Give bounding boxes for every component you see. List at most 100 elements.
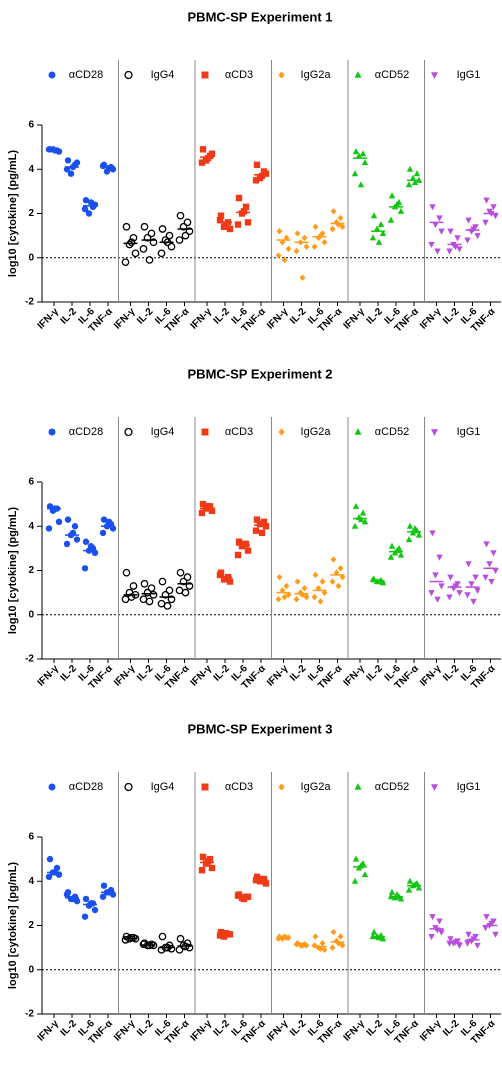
data-point bbox=[73, 536, 81, 543]
data-point bbox=[359, 509, 367, 516]
data-point bbox=[252, 177, 260, 184]
data-point bbox=[429, 914, 436, 921]
data-point bbox=[276, 573, 283, 581]
data-point bbox=[303, 593, 310, 601]
data-point bbox=[234, 892, 242, 899]
x-tick-label: IL-2 bbox=[441, 663, 462, 684]
y-tick-label: 6 bbox=[28, 832, 34, 843]
data-point bbox=[492, 931, 499, 938]
data-point bbox=[81, 205, 89, 213]
data-point bbox=[181, 588, 190, 597]
data-point bbox=[165, 586, 174, 595]
data-point bbox=[176, 934, 185, 943]
data-point bbox=[474, 587, 481, 594]
x-tick-label: IL-2 bbox=[135, 663, 156, 684]
data-point bbox=[483, 197, 490, 204]
x-tick-label: IL-2 bbox=[135, 1018, 156, 1039]
data-point bbox=[465, 217, 472, 224]
data-point bbox=[99, 162, 107, 170]
legend-label: αCD3 bbox=[225, 69, 253, 81]
data-point bbox=[87, 199, 95, 206]
data-point bbox=[321, 946, 328, 954]
data-point bbox=[329, 578, 336, 585]
y-tick-label: 0 bbox=[28, 609, 34, 620]
x-tick-label: IL-2 bbox=[59, 663, 80, 684]
data-point bbox=[319, 940, 326, 947]
legend-marker bbox=[354, 71, 362, 78]
y-tick-label: 4 bbox=[28, 876, 34, 887]
data-point bbox=[351, 877, 359, 884]
data-point bbox=[312, 223, 319, 230]
data-point bbox=[488, 920, 495, 927]
data-point bbox=[91, 906, 99, 914]
data-point bbox=[465, 931, 472, 938]
data-point bbox=[158, 225, 167, 233]
data-point bbox=[64, 157, 72, 164]
y-tick-label: 4 bbox=[28, 521, 34, 532]
data-point bbox=[319, 578, 326, 585]
legend-label: αCD28 bbox=[69, 69, 103, 81]
y-tick-label: 6 bbox=[28, 120, 34, 131]
legend-label: IgG2a bbox=[301, 69, 332, 81]
data-point bbox=[464, 940, 471, 947]
data-point bbox=[415, 884, 423, 891]
data-point bbox=[100, 882, 108, 889]
data-point bbox=[406, 165, 414, 172]
data-point bbox=[258, 172, 266, 180]
data-point bbox=[447, 936, 454, 943]
data-point bbox=[429, 530, 436, 537]
x-tick-label: IL-2 bbox=[59, 306, 80, 327]
data-point bbox=[85, 210, 93, 217]
legend-marker bbox=[431, 429, 438, 436]
legend-marker bbox=[201, 428, 209, 436]
data-point bbox=[452, 244, 459, 251]
data-point bbox=[438, 929, 445, 936]
data-point bbox=[397, 895, 405, 902]
data-point bbox=[329, 944, 336, 951]
data-point bbox=[161, 590, 170, 599]
x-tick-label: IL-2 bbox=[212, 306, 233, 327]
data-point bbox=[279, 587, 286, 594]
data-point bbox=[377, 221, 385, 228]
data-point bbox=[447, 574, 454, 581]
data-point bbox=[438, 583, 445, 590]
data-point bbox=[140, 579, 149, 588]
data-point bbox=[143, 233, 152, 242]
data-point bbox=[129, 233, 138, 242]
data-point bbox=[405, 536, 413, 543]
data-point bbox=[312, 933, 319, 940]
data-point bbox=[446, 940, 453, 947]
x-tick-label: IL-2 bbox=[441, 306, 462, 327]
data-point bbox=[275, 252, 282, 259]
data-point bbox=[105, 518, 113, 526]
data-point bbox=[64, 516, 72, 523]
data-point bbox=[301, 585, 308, 592]
data-point bbox=[465, 561, 472, 568]
legend-label: IgG1 bbox=[457, 426, 481, 438]
data-point bbox=[294, 230, 301, 237]
legend-marker bbox=[48, 428, 56, 436]
data-point bbox=[388, 542, 396, 549]
data-point bbox=[81, 565, 89, 572]
data-point bbox=[175, 236, 184, 244]
legend-label: IgG4 bbox=[151, 426, 175, 438]
x-tick-label: IL-2 bbox=[441, 1018, 462, 1039]
data-point bbox=[301, 234, 308, 242]
data-point bbox=[149, 590, 158, 599]
data-point bbox=[373, 225, 381, 232]
data-point bbox=[87, 542, 95, 550]
data-point bbox=[244, 219, 252, 226]
legend-marker bbox=[278, 428, 285, 436]
legend-label: IgG2a bbox=[301, 781, 332, 793]
legend-label: IgG2a bbox=[301, 426, 332, 438]
data-point bbox=[415, 531, 423, 538]
data-point bbox=[397, 207, 405, 214]
data-point bbox=[388, 192, 396, 199]
data-point bbox=[167, 944, 176, 953]
data-point bbox=[276, 228, 283, 235]
data-point bbox=[234, 221, 242, 228]
data-point bbox=[240, 540, 248, 548]
chart-title: PBMC-SP Experiment 3 bbox=[188, 721, 333, 736]
data-point bbox=[397, 551, 405, 558]
data-point bbox=[185, 582, 194, 590]
